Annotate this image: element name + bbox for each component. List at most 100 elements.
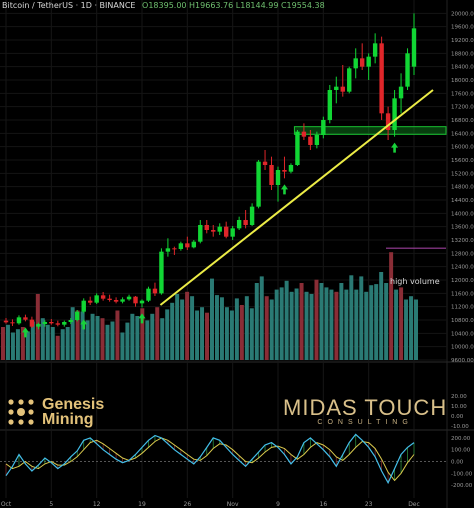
candle-body bbox=[314, 135, 320, 145]
candle-body bbox=[165, 248, 171, 252]
candle-body bbox=[159, 251, 164, 294]
volume-bar bbox=[180, 299, 185, 360]
x-tick-label: 26 bbox=[184, 501, 192, 508]
genesis-line1: Genesis bbox=[42, 396, 105, 413]
y-tick-label: 14000.00 bbox=[451, 211, 474, 217]
volume-bar bbox=[304, 291, 309, 360]
volume-bar bbox=[35, 294, 40, 360]
candle-body bbox=[321, 120, 326, 135]
y-tick-label: 16400.00 bbox=[451, 131, 474, 137]
candle-body bbox=[107, 298, 112, 300]
candle-body bbox=[126, 296, 132, 300]
volume-bar bbox=[344, 289, 349, 360]
volume-bar bbox=[219, 297, 224, 360]
volume-bar bbox=[135, 316, 140, 360]
candle-body bbox=[133, 296, 138, 304]
x-tick-label: 23 bbox=[365, 501, 373, 508]
volume-bar bbox=[170, 302, 175, 360]
volume-bar bbox=[130, 313, 135, 360]
volume-bar bbox=[100, 318, 105, 360]
volume-bar bbox=[85, 320, 90, 360]
upper-indicator-tick: 10.00 bbox=[451, 404, 467, 410]
volume-bar bbox=[70, 307, 75, 360]
candle-body bbox=[75, 311, 80, 320]
y-tick-label: 17200.00 bbox=[451, 105, 474, 111]
x-tick-label: 16 bbox=[320, 501, 328, 508]
volume-bar bbox=[364, 291, 369, 360]
candle-body bbox=[249, 206, 255, 225]
candle-body bbox=[385, 113, 391, 130]
y-tick-label: 13600.00 bbox=[451, 225, 474, 231]
y-tick-label: 15200.00 bbox=[451, 171, 474, 177]
volume-bar bbox=[369, 285, 374, 360]
volume-bar bbox=[414, 299, 418, 360]
candle-body bbox=[68, 320, 73, 322]
volume-bar bbox=[125, 322, 130, 360]
volume-bar bbox=[190, 296, 195, 360]
y-tick-label: 11600.00 bbox=[451, 291, 474, 297]
up-arrow-marker bbox=[391, 142, 399, 153]
volume-bar bbox=[40, 318, 45, 360]
candle-body bbox=[353, 58, 358, 69]
y-tick-label: 18800.00 bbox=[451, 51, 474, 57]
candle-body bbox=[10, 322, 15, 324]
symbol-label: Bitcoin / TetherUS bbox=[2, 1, 74, 10]
candle-body bbox=[62, 322, 67, 325]
candle-body bbox=[16, 317, 22, 324]
genesis-line2: Mining bbox=[42, 411, 94, 428]
x-tick-label: 5 bbox=[49, 501, 53, 508]
x-tick-label: 9 bbox=[276, 501, 280, 508]
candle-body bbox=[36, 324, 41, 327]
y-tick-label: 13200.00 bbox=[451, 238, 474, 244]
candle-body bbox=[55, 323, 61, 325]
volume-bar bbox=[160, 318, 165, 360]
volume-bar bbox=[379, 272, 384, 360]
candle-body bbox=[113, 300, 119, 302]
volume-bar bbox=[229, 310, 234, 360]
candle-body bbox=[275, 170, 281, 185]
candle-body bbox=[372, 43, 378, 57]
volume-bar bbox=[309, 294, 314, 360]
volume-bar bbox=[185, 291, 190, 360]
volume-bar bbox=[329, 289, 334, 360]
oscillator-main-line bbox=[5, 433, 415, 485]
high-volume-annotation: high volume bbox=[390, 277, 440, 286]
volume-bar bbox=[319, 283, 324, 360]
volume-bar bbox=[145, 320, 150, 360]
volume-bar bbox=[15, 329, 20, 360]
volume-bar bbox=[110, 321, 115, 360]
candle-body bbox=[185, 243, 190, 248]
y-tick-label: 12400.00 bbox=[451, 265, 474, 271]
candle-body bbox=[100, 295, 106, 299]
genesis-mining-logo: Genesis Mining bbox=[6, 396, 105, 428]
y-tick-label: 20000.00 bbox=[451, 11, 474, 17]
candle-body bbox=[392, 98, 397, 130]
candle-body bbox=[94, 295, 99, 303]
volume-bar bbox=[294, 288, 299, 360]
y-tick-label: 10800.00 bbox=[451, 318, 474, 324]
candle-body bbox=[172, 248, 177, 250]
candle-body bbox=[347, 68, 352, 92]
y-tick-label: 10400.00 bbox=[451, 331, 474, 337]
volume-bar bbox=[259, 276, 264, 360]
candle-body bbox=[3, 320, 9, 323]
volume-bar bbox=[55, 335, 60, 360]
y-tick-label: 9600.00 bbox=[451, 358, 474, 364]
upper-indicator-tick: 0.00 bbox=[451, 414, 464, 420]
candle-body bbox=[217, 226, 222, 232]
y-tick-label: 18400.00 bbox=[451, 65, 474, 71]
candle-body bbox=[230, 228, 235, 237]
volume-bar bbox=[75, 310, 80, 360]
candle-body bbox=[236, 220, 242, 229]
y-tick-label: 17600.00 bbox=[451, 91, 474, 97]
candle-body bbox=[334, 86, 339, 90]
candle-body bbox=[23, 317, 28, 320]
oscillator-signal-line bbox=[5, 437, 415, 482]
volume-bar bbox=[289, 291, 294, 360]
osc-tick-label: -200.00 bbox=[451, 483, 473, 489]
chart-header: Bitcoin / TetherUS · 1D · BINANCE O18395… bbox=[2, 1, 325, 10]
y-tick-label: 19200.00 bbox=[451, 38, 474, 44]
volume-bar bbox=[254, 283, 259, 360]
volume-bar bbox=[299, 283, 304, 360]
